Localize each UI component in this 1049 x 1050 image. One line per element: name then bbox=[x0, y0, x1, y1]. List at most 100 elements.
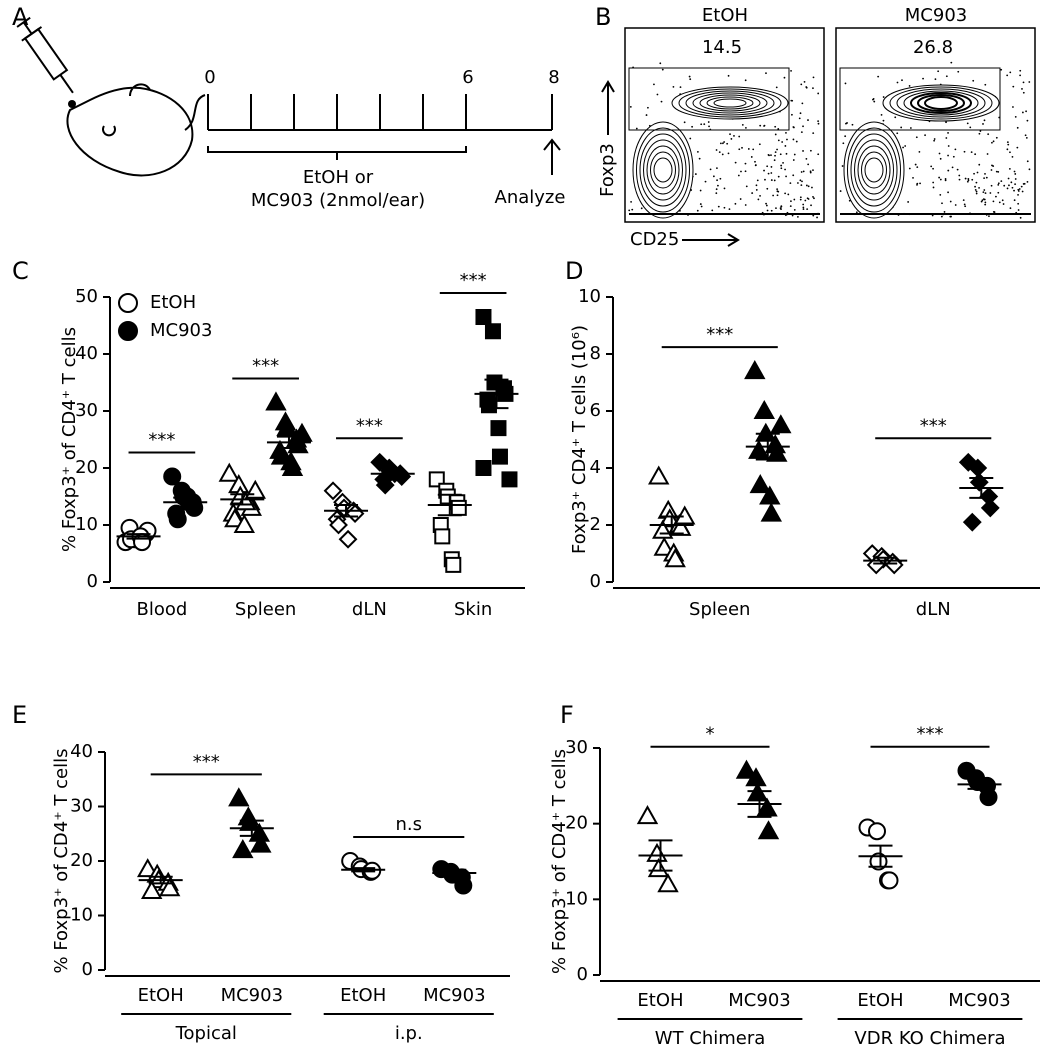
event-dot bbox=[785, 131, 787, 134]
event-dot bbox=[805, 86, 808, 88]
event-dot bbox=[733, 135, 735, 137]
event-dot bbox=[718, 151, 721, 154]
event-dot bbox=[907, 201, 910, 203]
event-dot bbox=[741, 123, 744, 126]
event-dot bbox=[938, 152, 941, 155]
event-dot bbox=[803, 80, 806, 83]
event-dot bbox=[1017, 202, 1020, 205]
event-dot bbox=[739, 198, 742, 200]
contour bbox=[671, 86, 789, 120]
event-dot bbox=[810, 204, 812, 207]
event-dot bbox=[704, 180, 707, 183]
event-dot bbox=[995, 136, 998, 139]
data-point bbox=[475, 308, 492, 325]
event-dot bbox=[745, 185, 748, 188]
event-dot bbox=[945, 121, 947, 124]
event-dot bbox=[785, 175, 787, 178]
event-dot bbox=[1024, 134, 1027, 137]
event-dot bbox=[722, 142, 724, 145]
data-point bbox=[491, 448, 508, 465]
event-dot bbox=[812, 76, 815, 79]
data-point bbox=[375, 475, 395, 495]
event-dot bbox=[758, 143, 761, 146]
data-point bbox=[276, 417, 298, 437]
arrow bbox=[601, 80, 615, 135]
event-dot bbox=[984, 192, 987, 195]
event-dot bbox=[660, 100, 663, 103]
error-bar bbox=[648, 839, 673, 872]
data-point bbox=[664, 548, 686, 568]
data-point bbox=[434, 528, 451, 545]
event-dot bbox=[661, 68, 664, 71]
event-dot bbox=[782, 162, 784, 164]
event-dot bbox=[909, 127, 912, 129]
event-dot bbox=[967, 177, 970, 180]
event-dot bbox=[805, 157, 808, 160]
event-dot bbox=[708, 125, 710, 128]
event-dot bbox=[1020, 185, 1023, 188]
plot-title: EtOH bbox=[702, 5, 748, 26]
event-dot bbox=[696, 209, 699, 212]
contour bbox=[857, 145, 891, 195]
event-dot bbox=[757, 198, 760, 201]
event-dot bbox=[966, 180, 969, 183]
event-dot bbox=[896, 81, 899, 84]
error-bar bbox=[437, 493, 462, 517]
event-dot bbox=[982, 123, 984, 125]
contour bbox=[917, 94, 965, 112]
event-dot bbox=[784, 192, 787, 195]
event-dot bbox=[699, 203, 702, 205]
event-dot bbox=[759, 194, 761, 197]
data-point bbox=[744, 360, 766, 380]
event-dot bbox=[707, 121, 710, 123]
error-bar bbox=[334, 504, 359, 518]
significance-label: *** bbox=[706, 324, 733, 345]
event-dot bbox=[1000, 68, 1003, 71]
event-dot bbox=[1017, 193, 1019, 196]
event-dot bbox=[630, 200, 632, 203]
treatment-text: MC903 (2nmol/ear) bbox=[251, 190, 425, 211]
event-dot bbox=[694, 173, 697, 175]
event-dot bbox=[855, 211, 858, 214]
event-dot bbox=[787, 193, 790, 196]
event-dot bbox=[954, 148, 957, 151]
event-dot bbox=[776, 148, 778, 151]
event-dot bbox=[774, 133, 777, 136]
event-dot bbox=[780, 164, 783, 167]
event-dot bbox=[802, 125, 804, 128]
data-point bbox=[454, 876, 473, 895]
event-dot bbox=[990, 169, 993, 171]
event-dot bbox=[817, 122, 820, 125]
event-dot bbox=[806, 208, 809, 211]
event-dot bbox=[745, 127, 747, 129]
event-dot bbox=[766, 165, 769, 168]
event-dot bbox=[783, 76, 786, 79]
data-point bbox=[670, 516, 692, 536]
significance-label: *** bbox=[148, 430, 175, 451]
flow-plot bbox=[624, 27, 825, 223]
event-dot bbox=[754, 160, 756, 163]
event-dot bbox=[1023, 182, 1026, 185]
event-dot bbox=[734, 202, 737, 205]
event-dot bbox=[770, 179, 773, 181]
contour bbox=[646, 145, 680, 195]
mouse-eye bbox=[102, 125, 116, 137]
y-tick-label: 20 bbox=[75, 457, 98, 478]
data-point bbox=[653, 536, 675, 556]
event-dot bbox=[939, 193, 942, 196]
legend-marker bbox=[118, 321, 138, 341]
event-dot bbox=[916, 182, 919, 185]
x-tick-label: EtOH bbox=[857, 990, 903, 1011]
event-dot bbox=[785, 152, 788, 155]
event-dot bbox=[770, 172, 773, 174]
event-dot bbox=[1014, 183, 1017, 186]
event-dot bbox=[975, 190, 978, 193]
timeline-label: 6 bbox=[462, 67, 473, 88]
event-dot bbox=[1009, 151, 1011, 154]
data-point bbox=[636, 805, 659, 825]
data-point bbox=[323, 481, 343, 501]
contour bbox=[678, 88, 782, 118]
event-dot bbox=[756, 179, 759, 182]
event-dot bbox=[1019, 74, 1021, 77]
